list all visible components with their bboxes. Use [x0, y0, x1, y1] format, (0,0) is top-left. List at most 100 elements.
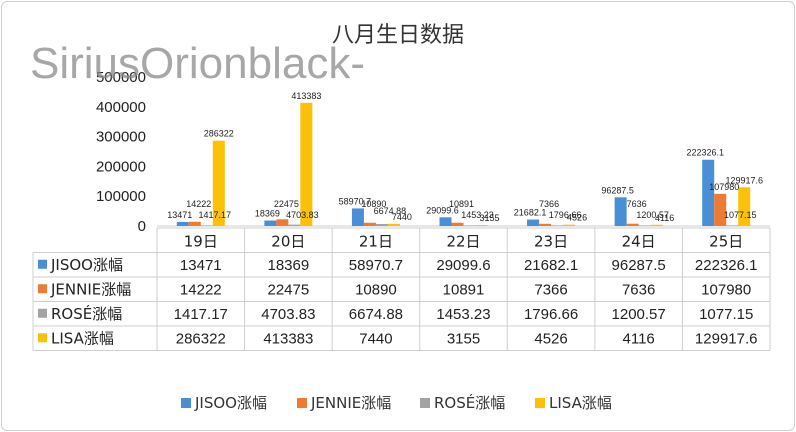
data-label: 1077.15	[724, 210, 757, 220]
table-cell: 14222	[180, 281, 222, 298]
table-cell: 4526	[534, 330, 567, 347]
watermark-text: SiriusOrionblack-	[30, 39, 365, 88]
bar[interactable]	[200, 225, 213, 226]
table-row-label: ROSÉ涨幅	[51, 304, 122, 323]
y-tick-label: 0	[138, 218, 146, 235]
table-cell: 1796.66	[524, 306, 578, 323]
table-cell: 96287.5	[612, 257, 666, 274]
bar[interactable]	[212, 140, 225, 226]
bar[interactable]	[188, 221, 201, 226]
bar[interactable]	[387, 223, 400, 226]
table-cell: 18369	[267, 257, 309, 274]
bar[interactable]	[714, 193, 727, 226]
bar[interactable]	[539, 223, 552, 226]
data-label: 3155	[479, 213, 499, 223]
bar[interactable]	[288, 224, 301, 226]
table-row-swatch	[38, 333, 47, 343]
y-tick-label: 100000	[96, 188, 146, 205]
bar[interactable]	[463, 225, 476, 226]
bar[interactable]	[176, 221, 189, 226]
table-row-swatch	[38, 259, 47, 269]
data-label: 129917.6	[725, 175, 763, 185]
table-cell: 129917.6	[695, 330, 758, 347]
data-label: 1417.17	[199, 210, 232, 220]
table-cell: 10890	[355, 281, 397, 298]
table-cell: 7366	[534, 281, 567, 298]
bar[interactable]	[614, 197, 627, 226]
table-cell: 3155	[447, 330, 480, 347]
data-label: 96287.5	[601, 185, 634, 195]
table-cell: 222326.1	[695, 257, 758, 274]
category-label: 19日	[184, 232, 218, 250]
bar[interactable]	[563, 224, 576, 226]
data-label: 286322	[204, 129, 234, 139]
y-tick-label: 200000	[96, 158, 146, 175]
data-label: 18369	[255, 209, 280, 219]
data-label: 6674.88	[374, 206, 407, 216]
table-cell: 22475	[267, 281, 309, 298]
bars-group	[176, 102, 751, 226]
data-label: 222326.1	[686, 148, 724, 158]
legend-label: ROSÉ涨幅	[434, 393, 505, 412]
bar[interactable]	[264, 220, 277, 226]
data-label: 1200.57	[636, 210, 669, 220]
bar[interactable]	[551, 225, 564, 226]
table-cell: 7440	[359, 330, 392, 347]
bar[interactable]	[638, 225, 651, 226]
table-cell: 4703.83	[261, 306, 315, 323]
table-cell: 4116	[623, 330, 655, 347]
data-label: 10890	[361, 199, 386, 209]
legend: JISOO涨幅 JENNIE涨幅 ROSÉ涨幅 LISA涨幅	[181, 393, 612, 412]
category-label: 23日	[534, 232, 568, 250]
table-row-label: LISA涨幅	[51, 329, 114, 347]
legend-swatch	[181, 398, 191, 408]
bar[interactable]	[527, 219, 540, 226]
legend-label: JENNIE涨幅	[310, 394, 391, 412]
category-label: 20日	[271, 232, 305, 250]
bar[interactable]	[363, 222, 376, 226]
bar[interactable]	[375, 224, 388, 226]
table-row-label: JISOO涨幅	[50, 256, 123, 274]
table-cell: 1417.17	[174, 306, 228, 323]
y-tick-label: 500000	[96, 69, 146, 86]
data-label: 1453.23	[461, 210, 494, 220]
table-row-swatch	[38, 284, 47, 294]
legend-swatch	[535, 398, 545, 408]
table-cell: 21682.1	[524, 257, 578, 274]
table-cell: 6674.88	[349, 306, 403, 323]
table-row-label: JENNIE涨幅	[50, 280, 131, 298]
table-cell: 1077.15	[699, 306, 753, 323]
bar[interactable]	[650, 224, 663, 226]
bar[interactable]	[726, 225, 739, 226]
bar[interactable]	[702, 159, 715, 226]
bar[interactable]	[351, 208, 364, 226]
legend-label: LISA涨幅	[549, 394, 612, 412]
data-label: 21682.1	[514, 208, 547, 218]
table-cell: 58970.7	[349, 257, 403, 274]
data-label: 1796.66	[549, 210, 582, 220]
bar[interactable]	[300, 102, 313, 226]
legend-swatch	[297, 398, 307, 408]
category-label: 22日	[446, 232, 480, 250]
bar[interactable]	[626, 223, 639, 226]
bar[interactable]	[439, 217, 452, 226]
bar[interactable]	[738, 187, 751, 226]
bar[interactable]	[276, 219, 289, 226]
data-label: 58970.7	[339, 196, 372, 206]
data-label: 4703.83	[286, 210, 319, 220]
table-cell: 29099.6	[436, 257, 490, 274]
table-cell: 7636	[622, 281, 655, 298]
data-label: 22475	[274, 199, 299, 209]
category-label: 25日	[709, 232, 743, 250]
data-label: 4526	[567, 213, 587, 223]
y-tick-label: 300000	[96, 129, 146, 146]
legend-swatch	[420, 398, 430, 408]
data-label: 14222	[186, 199, 211, 209]
bar[interactable]	[451, 222, 464, 226]
category-label: 24日	[622, 232, 656, 250]
table-cell: 107980	[701, 281, 751, 298]
bar[interactable]	[475, 225, 488, 226]
